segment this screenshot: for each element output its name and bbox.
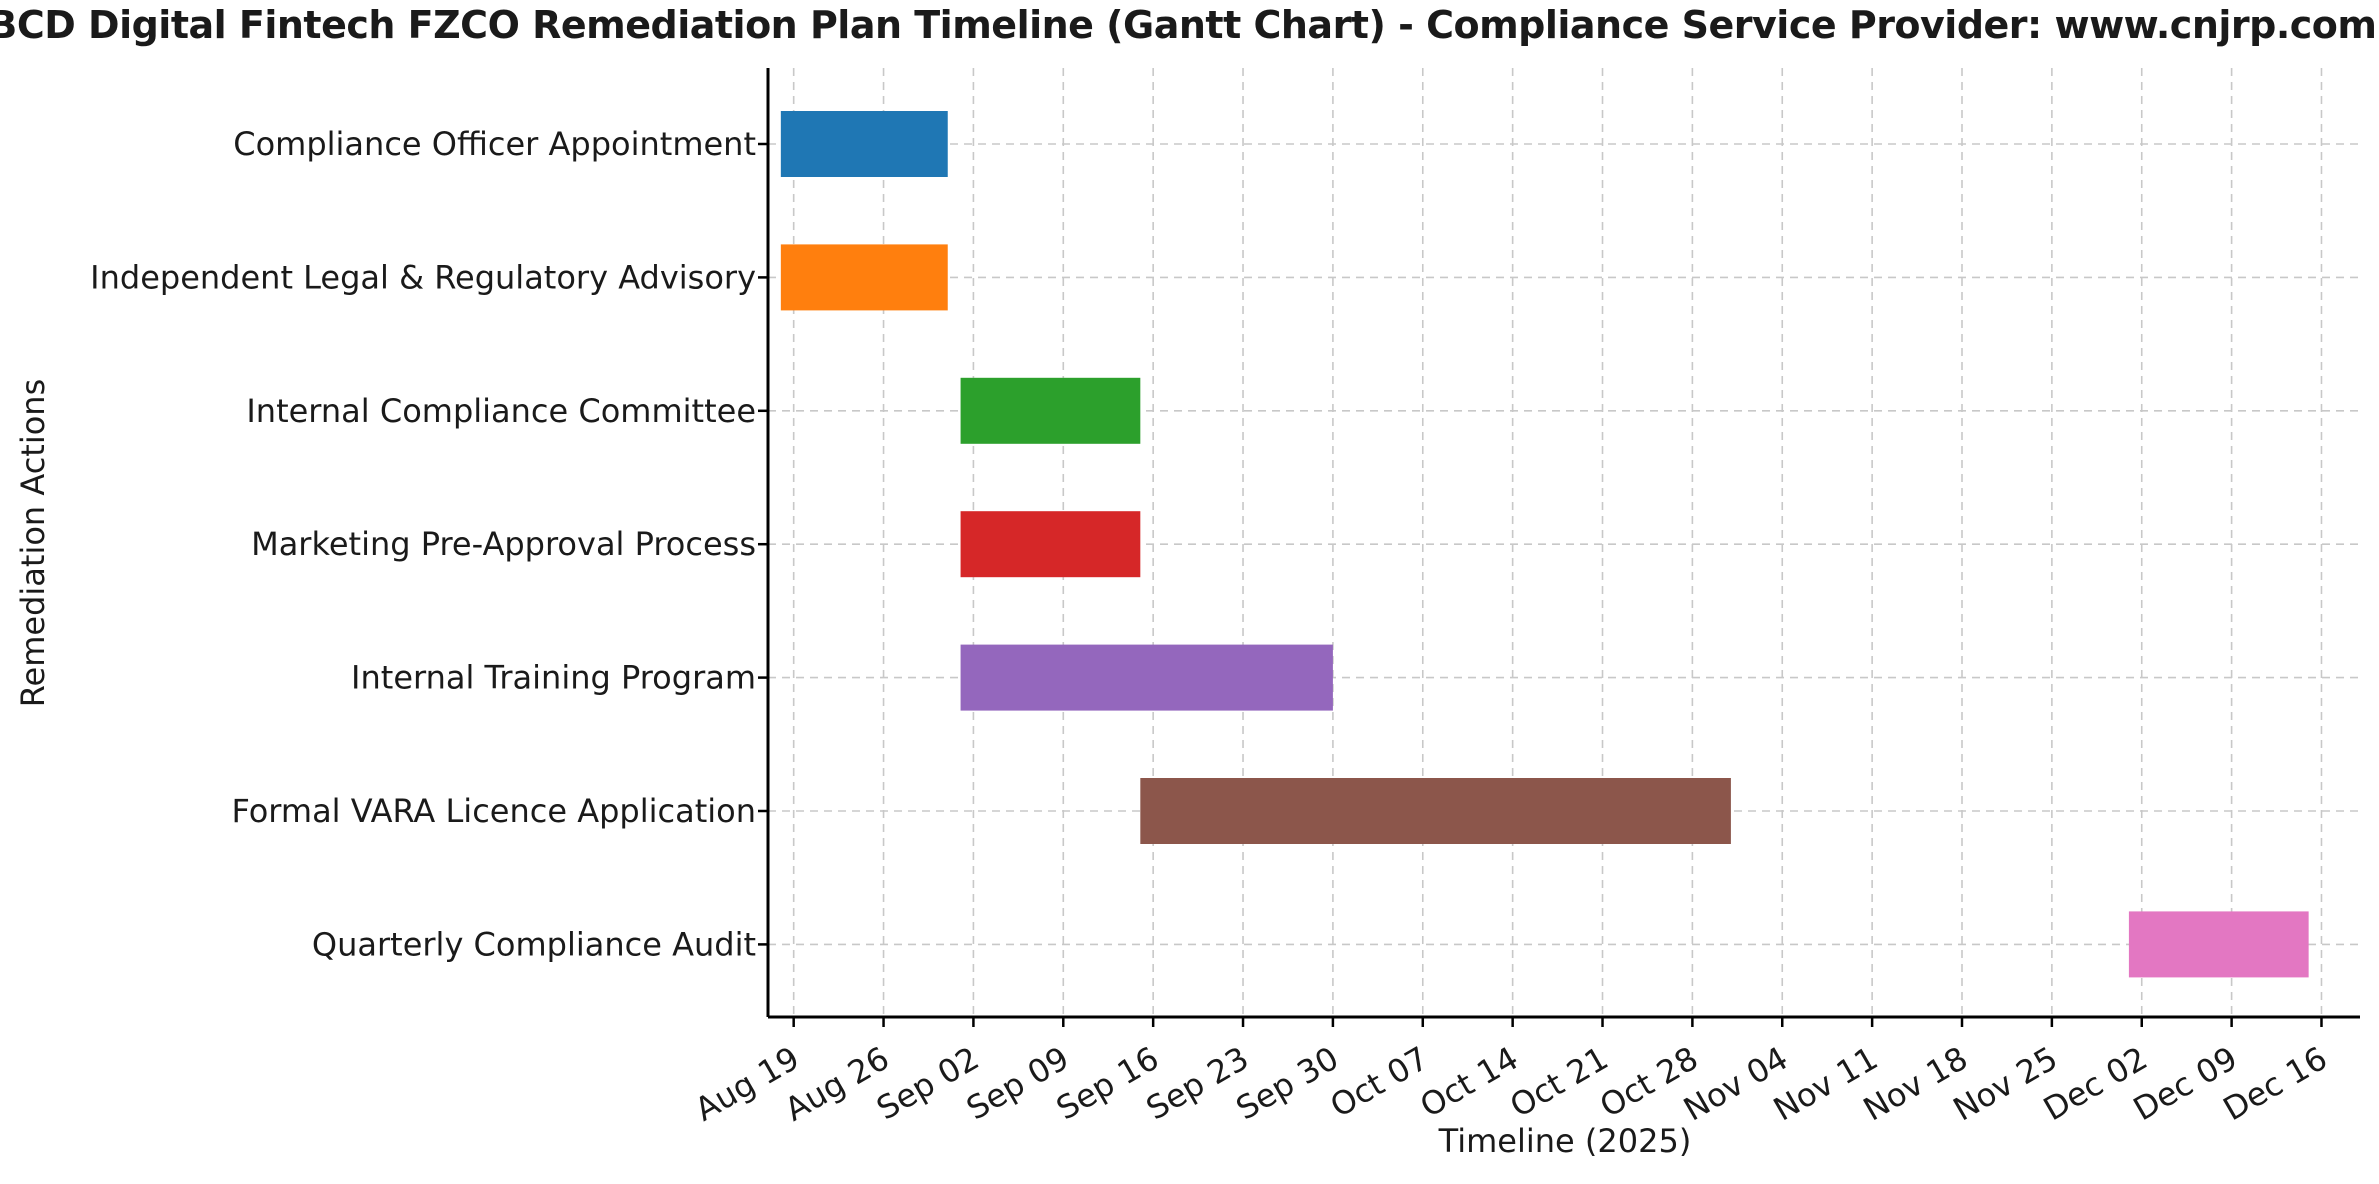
chart-title: ABCD Digital Fintech FZCO Remediation Pl… <box>0 3 2377 47</box>
gantt-bar <box>960 377 1141 444</box>
y-tick-label: Marketing Pre-Approval Process <box>251 525 756 563</box>
y-axis-ticks: Compliance Officer Appointment Independen… <box>90 125 768 963</box>
gantt-bar <box>960 511 1141 578</box>
gantt-bar <box>1140 778 1731 844</box>
x-tick-label: Aug 26 <box>778 1039 895 1129</box>
y-tick-label: Internal Compliance Committee <box>246 392 756 430</box>
grid-lines <box>768 68 2360 1017</box>
gantt-bar <box>780 244 948 311</box>
x-tick-label: Nov 11 <box>1767 1039 1884 1129</box>
x-tick-label: Sep 23 <box>1140 1039 1255 1128</box>
gantt-bars <box>780 111 2309 978</box>
x-tick-label: Oct 21 <box>1504 1039 1615 1125</box>
x-tick-label: Nov 18 <box>1857 1039 1974 1129</box>
x-tick-label: Sep 16 <box>1050 1039 1165 1128</box>
x-axis-label: Timeline (2025) <box>1438 1122 1692 1160</box>
x-tick-label: Sep 30 <box>1230 1039 1345 1128</box>
x-tick-label: Sep 02 <box>870 1039 985 1128</box>
gantt-bar <box>780 111 948 177</box>
y-tick-label: Formal VARA Licence Application <box>231 792 756 830</box>
x-tick-label: Sep 09 <box>960 1039 1075 1128</box>
x-tick-label: Dec 02 <box>2037 1039 2154 1128</box>
x-tick-label: Dec 09 <box>2127 1039 2244 1128</box>
axes <box>766 68 2360 1019</box>
y-tick-label: Quarterly Compliance Audit <box>312 925 756 963</box>
y-tick-label: Compliance Officer Appointment <box>233 125 756 163</box>
gantt-bar <box>2128 911 2309 978</box>
x-tick-label: Oct 14 <box>1414 1039 1525 1125</box>
x-tick-label: Dec 16 <box>2217 1039 2334 1128</box>
y-tick-label: Internal Training Program <box>351 659 756 697</box>
x-tick-label: Oct 07 <box>1324 1039 1435 1125</box>
x-tick-label: Aug 19 <box>688 1039 805 1129</box>
y-tick-label: Independent Legal & Regulatory Advisory <box>90 258 756 296</box>
x-tick-label: Nov 25 <box>1947 1039 2064 1129</box>
y-axis-label: Remediation Actions <box>14 379 52 708</box>
x-tick-label: Nov 04 <box>1677 1039 1794 1129</box>
gantt-bar <box>960 644 1333 711</box>
